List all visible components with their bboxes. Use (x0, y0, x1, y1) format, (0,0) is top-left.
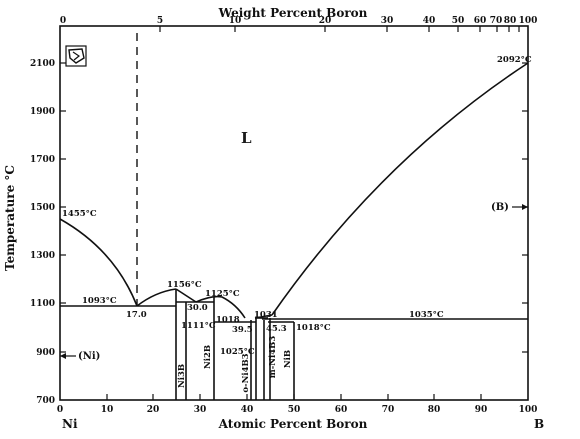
x-top-tick-50: 50 (452, 16, 465, 26)
annot-17: 17.0 (126, 310, 147, 320)
y-tick-2100: 2100 (30, 59, 55, 69)
x-tick-60: 60 (335, 405, 348, 415)
liquidus-ni2b (195, 295, 246, 319)
annot-1111: 1111°C (181, 321, 216, 331)
x-top-tick-30: 30 (381, 16, 394, 26)
y-tick-1300: 1300 (30, 251, 55, 261)
x-top-tick-0: 0 (60, 16, 66, 26)
x-top-tick-5: 5 (157, 16, 163, 26)
annot-1093: 1093°C (82, 296, 117, 306)
logo-icon (65, 45, 87, 67)
y-tick-1100: 1100 (30, 299, 55, 309)
x-top-tick-20: 20 (319, 16, 332, 26)
annot-45-3: 45.3 (266, 324, 287, 334)
liquidus-ni3b-ni2b-left (175, 288, 197, 303)
annot-1035: 1035°C (409, 310, 444, 320)
b-phase-marker: (B) (491, 202, 528, 213)
annot-1156: 1156°C (167, 280, 202, 290)
left-element-label: Ni (62, 417, 78, 431)
annot-1025: 1025°C (220, 347, 255, 357)
x-tick-70: 70 (382, 405, 395, 415)
annot-39-5: 39.5 (232, 325, 253, 335)
x-top-ticks (159, 26, 520, 32)
phase-ni3b: Ni3B (177, 364, 187, 388)
annot-1018c: 1018°C (296, 323, 331, 333)
y-tick-1900: 1900 (30, 107, 55, 117)
phase-o-ni4b3: o-Ni4B3 (241, 353, 251, 392)
y-tick-700: 700 (36, 396, 55, 406)
ni-phase-marker: (Ni) (60, 351, 100, 362)
y-tick-1700: 1700 (30, 155, 55, 165)
annot-1455: 1455°C (62, 209, 97, 219)
y-axis-ticks (60, 62, 528, 353)
top-axis-title: Weight Percent Boron (218, 6, 368, 20)
x-top-tick-40: 40 (423, 16, 436, 26)
x-top-tick-100: 100 (519, 16, 538, 26)
annot-1018: 1018 (216, 315, 240, 325)
x-top-tick-80: 80 (504, 16, 517, 26)
x-tick-0: 0 (57, 405, 63, 415)
annot-2092: 2092°C (497, 55, 532, 65)
ni-phase-label: (Ni) (78, 351, 100, 362)
x-tick-40: 40 (241, 405, 254, 415)
liquidus-to-ni3b (136, 288, 177, 307)
y-axis-title: Temperature °C (3, 165, 17, 271)
liquidus-ni-side (59, 218, 138, 307)
x-top-tick-60: 60 (474, 16, 487, 26)
x-top-tick-labels: 0 5 10 20 30 40 50 60 70 80 100 (60, 16, 538, 26)
phase-ni2b: Ni2B (203, 345, 213, 369)
x-top-tick-10: 10 (229, 16, 242, 26)
annot-1125: 1125°C (205, 289, 240, 299)
x-tick-20: 20 (147, 405, 160, 415)
phase-nib: NiB (283, 350, 293, 368)
phase-m-ni4b3: m-Ni4B3 (268, 336, 278, 379)
right-element-label: B (534, 417, 544, 431)
x-tick-30: 30 (194, 405, 207, 415)
b-phase-label: (B) (491, 202, 509, 213)
annot-1031: 1031 (254, 310, 278, 320)
x-tick-50: 50 (288, 405, 301, 415)
x-bottom-tick-labels: 0 10 20 30 40 50 60 70 80 90 100 (57, 405, 538, 415)
liquid-label: L (241, 129, 252, 147)
x-top-tick-70: 70 (490, 16, 503, 26)
liquidus-b-side (271, 62, 529, 316)
annot-30: 30.0 (187, 303, 208, 313)
y-tick-900: 900 (36, 348, 55, 358)
y-tick-labels: 2100 1900 1700 1500 1300 1100 900 700 (30, 59, 55, 406)
x-tick-90: 90 (475, 405, 488, 415)
x-tick-10: 10 (101, 405, 114, 415)
y-tick-1500: 1500 (30, 203, 55, 213)
x-tick-80: 80 (428, 405, 441, 415)
bottom-axis-title: Atomic Percent Boron (218, 417, 368, 431)
x-tick-100: 100 (519, 405, 538, 415)
